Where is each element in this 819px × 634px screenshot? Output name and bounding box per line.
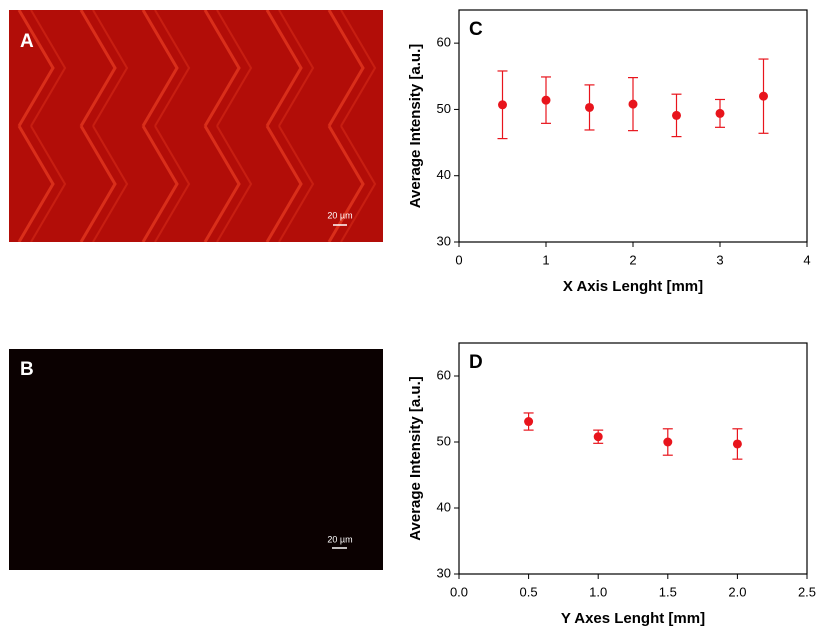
scale-text: 20 µm (327, 210, 352, 220)
y-tick-label: 50 (437, 101, 451, 116)
x-axis-label: Y Axes Lenght [mm] (561, 610, 705, 627)
y-tick-label: 60 (437, 35, 451, 50)
data-point (524, 417, 534, 427)
x-axis-label: X Axis Lenght [mm] (563, 278, 703, 295)
data-point (672, 110, 681, 120)
scale-text: 20 µm (327, 534, 352, 544)
x-tick-label: 0.0 (450, 584, 468, 599)
x-tick-label: 1.0 (589, 584, 607, 599)
data-point (732, 439, 742, 449)
y-axis-label: Average Intensity [a.u.] (407, 44, 424, 209)
y-tick-label: 40 (437, 167, 451, 182)
micrograph-b (9, 349, 383, 570)
panel-label: A (20, 31, 34, 52)
data-point (541, 95, 551, 105)
x-tick-label: 2 (629, 252, 636, 267)
data-point (593, 432, 603, 442)
x-tick-label: 0.5 (520, 584, 538, 599)
data-point (715, 108, 725, 118)
y-tick-label: 60 (437, 367, 451, 382)
x-tick-label: 4 (803, 252, 810, 267)
panel-label: D (469, 352, 483, 373)
data-point (585, 102, 594, 112)
data-point (663, 437, 673, 447)
y-axis-label: Average Intensity [a.u.] (407, 376, 424, 541)
y-tick-label: 50 (437, 433, 451, 448)
x-tick-label: 1 (542, 252, 549, 267)
x-tick-label: 2.5 (798, 584, 816, 599)
x-tick-label: 3 (716, 252, 723, 267)
y-tick-label: 30 (437, 565, 451, 580)
panel-label: B (20, 359, 34, 380)
chevron-pattern (9, 10, 383, 242)
panel-a: A 20 µm (9, 10, 383, 242)
x-tick-label: 2.0 (728, 584, 746, 599)
panel-label: C (469, 19, 483, 40)
y-tick-label: 30 (437, 233, 451, 248)
y-tick-label: 40 (437, 499, 451, 514)
panel-b: B 20 µm (9, 349, 383, 570)
data-point (628, 99, 638, 109)
data-point (759, 91, 768, 101)
plot-frame (458, 342, 808, 575)
data-point (498, 100, 507, 110)
x-tick-label: 1.5 (659, 584, 677, 599)
x-tick-label: 0 (455, 252, 462, 267)
